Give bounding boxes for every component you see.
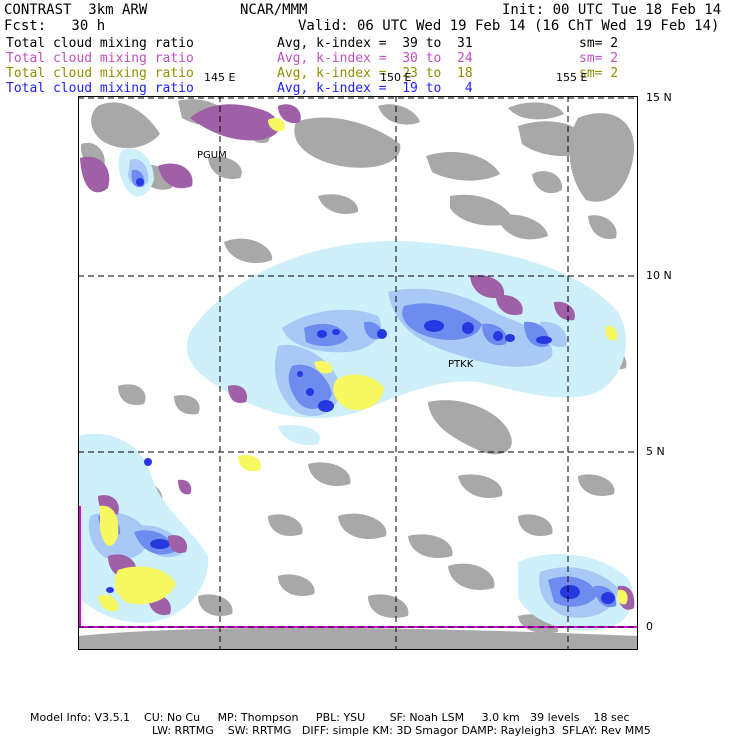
- field-name-2: Total cloud mixing ratio: [6, 51, 194, 66]
- model-title: CONTRAST 3km ARW: [4, 2, 148, 18]
- init-time: Init: 00 UTC Tue 18 Feb 14: [502, 2, 722, 18]
- org-label: NCAR/MMM: [240, 2, 308, 18]
- valid-time: Valid: 06 UTC Wed 19 Feb 14 (16 ChT Wed …: [298, 18, 720, 34]
- station-pgum: PGUM: [197, 150, 227, 161]
- field-sm-3: sm= 2: [579, 66, 619, 81]
- cloud-magenta-areas: [80, 104, 635, 616]
- field-name-4: Total cloud mixing ratio: [6, 81, 194, 96]
- lat-lon-grid: [78, 96, 638, 650]
- cloud-peak-areas: [106, 178, 615, 604]
- lat-label-5n: 5 N: [646, 445, 665, 458]
- cloud-yellow-areas: [98, 117, 628, 612]
- field-name-3: Total cloud mixing ratio: [6, 66, 194, 81]
- lon-label-155e: 155 E: [556, 71, 588, 84]
- field-range-3: Avg, k-index = 23 to 18: [277, 66, 473, 81]
- station-ptkk: PTKK: [448, 359, 474, 370]
- lat-label-0: 0: [646, 620, 653, 633]
- lat-label-10n: 10 N: [646, 269, 672, 282]
- lon-label-145e: 145 E: [204, 71, 236, 84]
- forecast-map: [78, 96, 638, 650]
- model-info-line-1: Model Info: V3.5.1 CU: No Cu MP: Thompso…: [30, 711, 630, 724]
- field-sm-2: sm= 2: [579, 51, 619, 66]
- field-name-1: Total cloud mixing ratio: [6, 36, 194, 51]
- lat-label-15n: 15 N: [646, 91, 672, 104]
- field-range-4: Avg, k-index = 19 to 4: [277, 81, 473, 96]
- model-info-line-2: LW: RRTMG SW: RRTMG DIFF: simple KM: 3D …: [152, 724, 651, 737]
- lon-label-150e: 150 E: [380, 71, 412, 84]
- field-range-2: Avg, k-index = 30 to 24: [277, 51, 473, 66]
- forecast-hour: Fcst: 30 h: [4, 18, 106, 34]
- field-sm-1: sm= 2: [579, 36, 619, 51]
- field-range-1: Avg, k-index = 39 to 31: [277, 36, 473, 51]
